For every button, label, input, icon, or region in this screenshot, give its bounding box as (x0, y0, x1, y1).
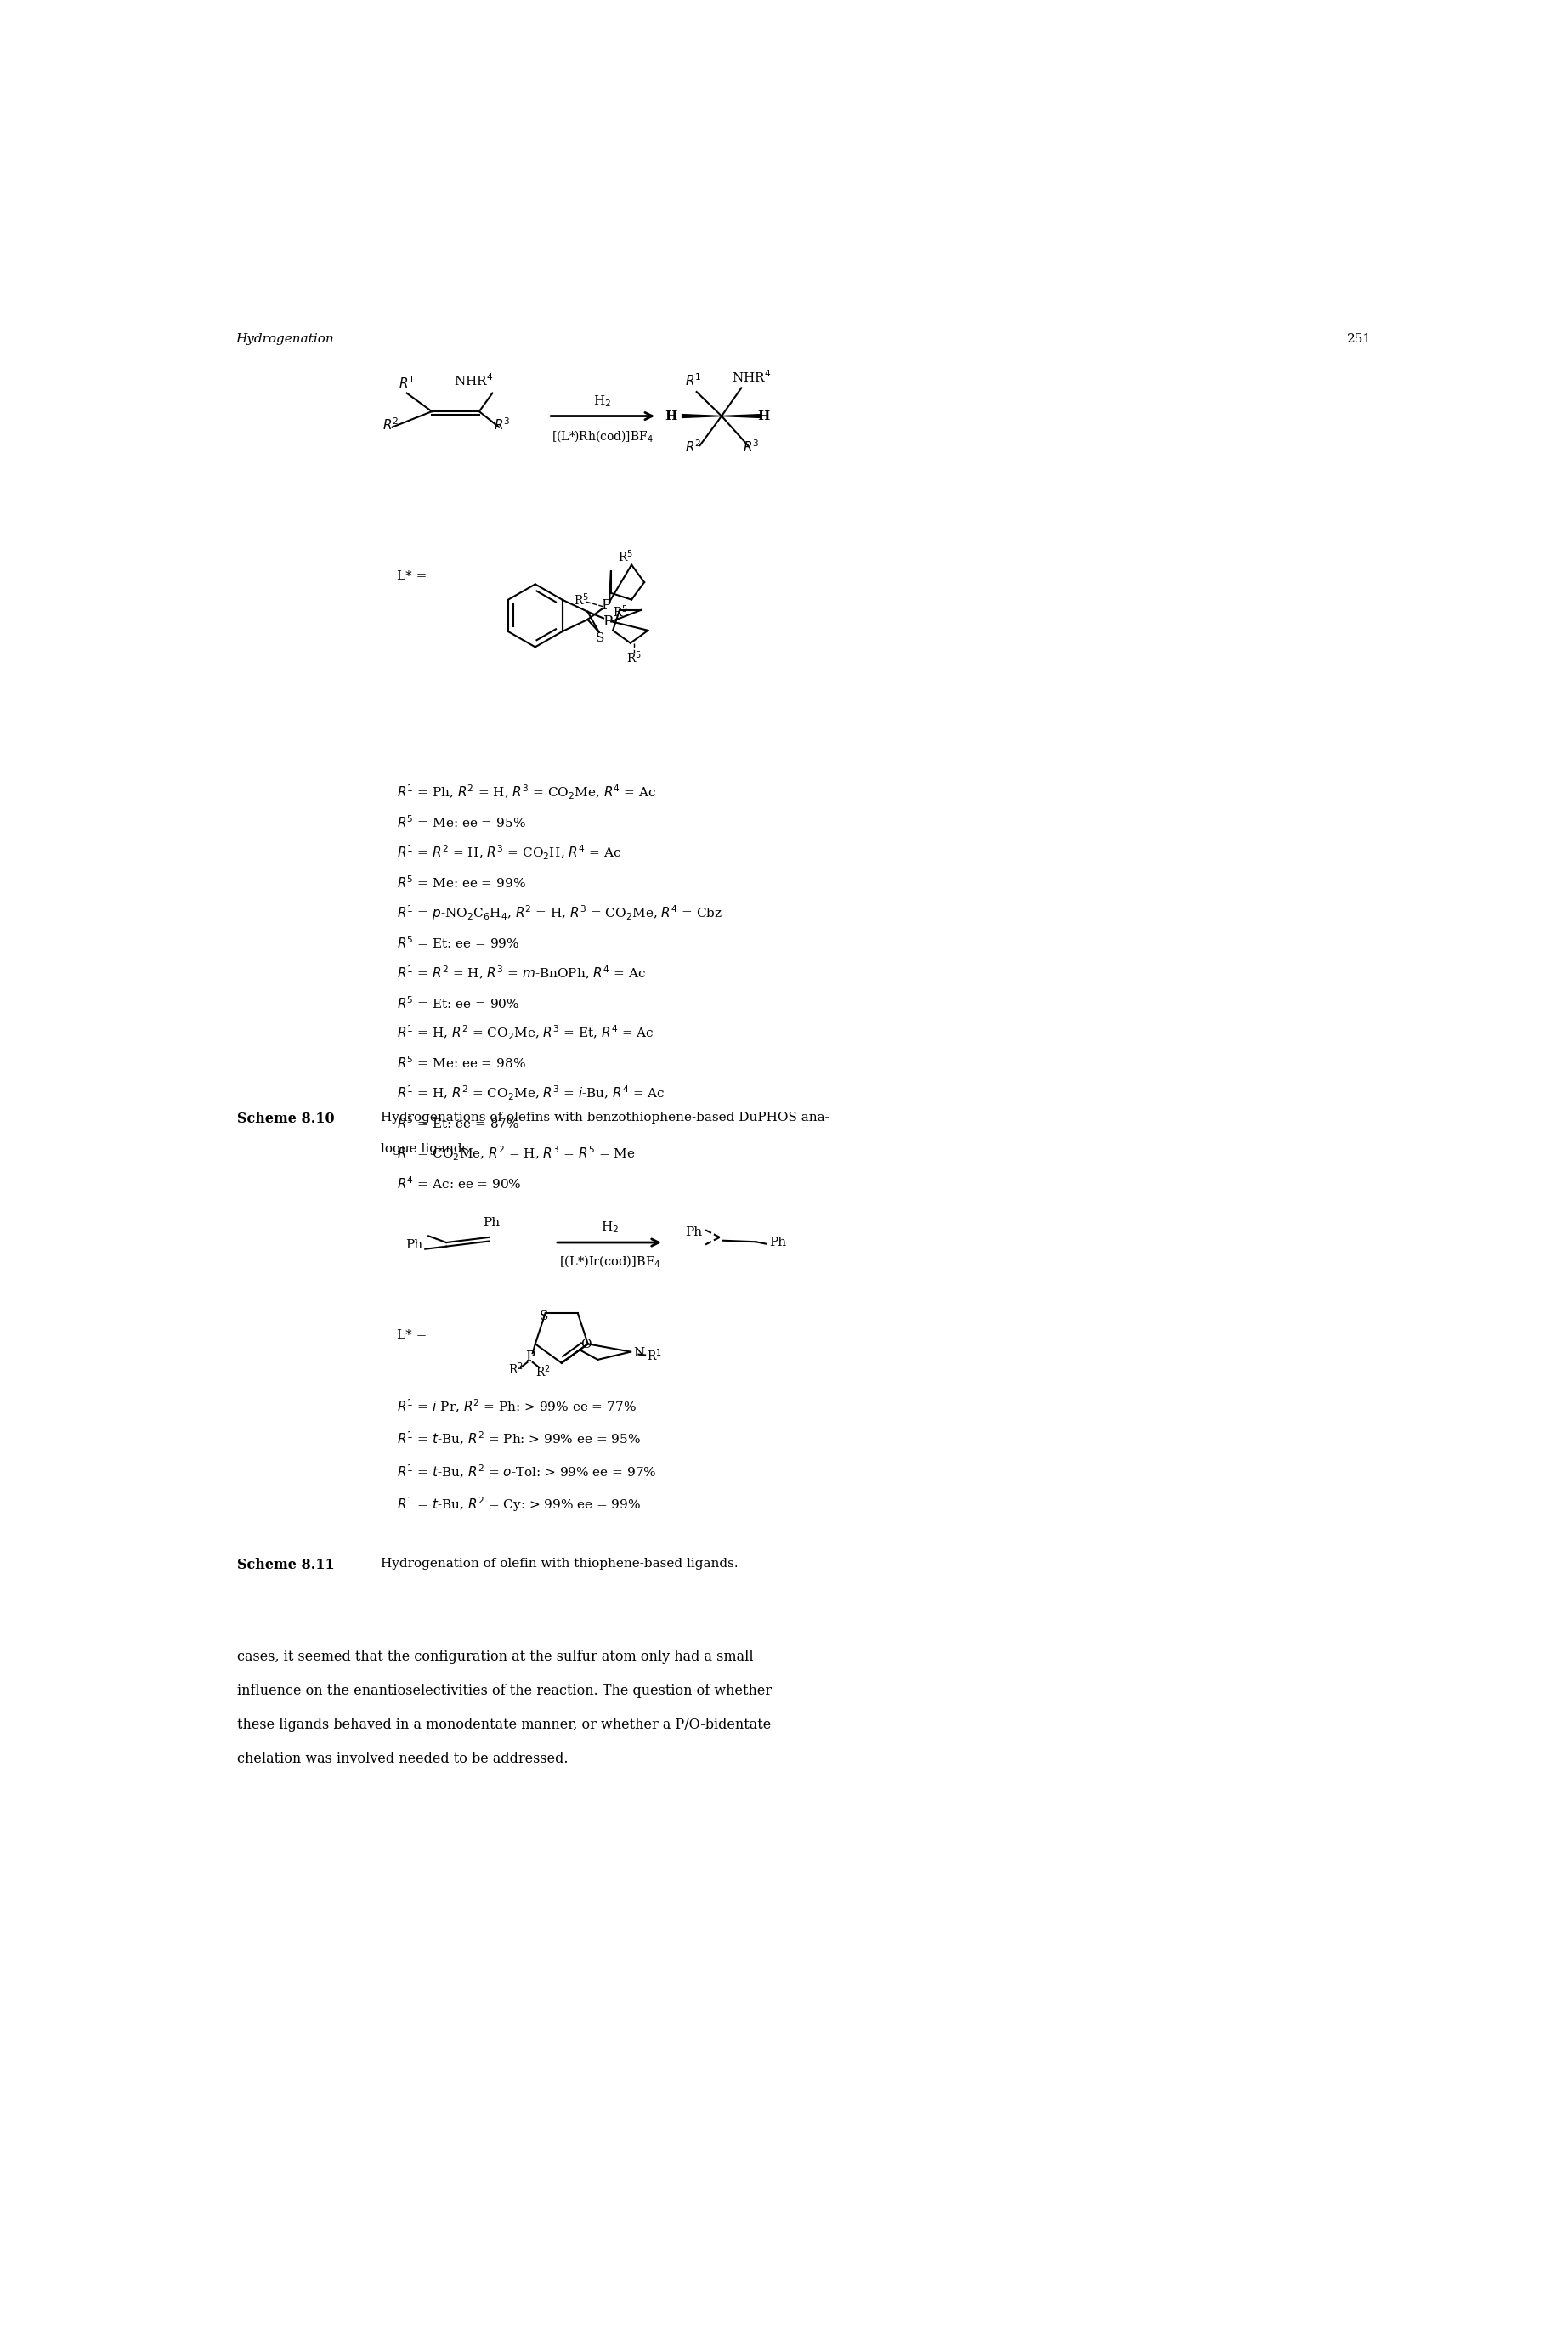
Text: Ph: Ph (685, 1226, 702, 1238)
Text: O: O (580, 1339, 591, 1351)
Text: $R^1$ = H, $R^2$ = CO$_2$Me, $R^3$ = Et, $R^4$ = Ac: $R^1$ = H, $R^2$ = CO$_2$Me, $R^3$ = Et,… (397, 1024, 654, 1043)
Text: Hydrogenation: Hydrogenation (235, 334, 334, 345)
Text: logue ligands.: logue ligands. (381, 1144, 472, 1156)
Text: $R^1$: $R^1$ (398, 376, 416, 392)
Text: $R^1$ = $i$-Pr, $R^2$ = Ph: > 99% ee = 77%: $R^1$ = $i$-Pr, $R^2$ = Ph: > 99% ee = 7… (397, 1398, 637, 1414)
Text: S: S (539, 1311, 549, 1322)
Text: P: P (601, 599, 612, 613)
Text: $R^3$: $R^3$ (494, 416, 511, 432)
Text: R$^1$: R$^1$ (648, 1348, 662, 1362)
Text: Ph: Ph (406, 1240, 422, 1252)
Text: S: S (596, 632, 605, 644)
Text: Hydrogenations of olefins with benzothiophene-based DuPHOS ana-: Hydrogenations of olefins with benzothio… (381, 1111, 829, 1123)
Text: H: H (665, 411, 677, 423)
Text: $R^1$ = $t$-Bu, $R^2$ = Ph: > 99% ee = 95%: $R^1$ = $t$-Bu, $R^2$ = Ph: > 99% ee = 9… (397, 1431, 641, 1447)
Text: NHR$^4$: NHR$^4$ (455, 371, 494, 388)
Text: cases, it seemed that the configuration at the sulfur atom only had a small: cases, it seemed that the configuration … (237, 1649, 753, 1663)
Text: R$^2$: R$^2$ (536, 1362, 550, 1379)
Text: R$^5$: R$^5$ (574, 592, 588, 608)
Text: $R^2$: $R^2$ (383, 416, 398, 432)
Text: R$^2$: R$^2$ (508, 1360, 524, 1377)
Text: R$^5$: R$^5$ (613, 604, 627, 620)
Text: $R^1$ = H, $R^2$ = CO$_2$Me, $R^3$ = $i$-Bu, $R^4$ = Ac: $R^1$ = H, $R^2$ = CO$_2$Me, $R^3$ = $i$… (397, 1085, 665, 1102)
Text: these ligands behaved in a monodentate manner, or whether a P/O-bidentate: these ligands behaved in a monodentate m… (237, 1717, 771, 1731)
Polygon shape (682, 413, 721, 418)
Text: $R^5$ = Et: ee = 90%: $R^5$ = Et: ee = 90% (397, 996, 519, 1010)
Text: H$_2$: H$_2$ (601, 1219, 619, 1236)
Text: $R^4$ = Ac: ee = 90%: $R^4$ = Ac: ee = 90% (397, 1177, 522, 1191)
Text: H: H (757, 411, 770, 423)
Text: L* =: L* = (397, 1330, 426, 1341)
Text: $R^3$: $R^3$ (743, 439, 759, 456)
Text: $R^1$ = $t$-Bu, $R^2$ = $o$-Tol: > 99% ee = 97%: $R^1$ = $t$-Bu, $R^2$ = $o$-Tol: > 99% e… (397, 1463, 657, 1480)
Text: $R^1$ = $R^2$ = H, $R^3$ = $m$-BnOPh, $R^4$ = Ac: $R^1$ = $R^2$ = H, $R^3$ = $m$-BnOPh, $R… (397, 965, 646, 982)
Text: Scheme 8.10: Scheme 8.10 (237, 1111, 334, 1125)
Polygon shape (721, 413, 760, 418)
Text: P: P (525, 1351, 535, 1365)
Text: $R^1$ = $t$-Bu, $R^2$ = Cy: > 99% ee = 99%: $R^1$ = $t$-Bu, $R^2$ = Cy: > 99% ee = 9… (397, 1494, 641, 1513)
Text: R$^5$: R$^5$ (626, 651, 641, 665)
Text: influence on the enantioselectivities of the reaction. The question of whether: influence on the enantioselectivities of… (237, 1684, 771, 1698)
Text: $R^5$ = Me: ee = 95%: $R^5$ = Me: ee = 95% (397, 815, 525, 829)
Text: $R^5$ = Me: ee = 99%: $R^5$ = Me: ee = 99% (397, 874, 525, 890)
Text: $R^1$ = $p$-NO$_2$C$_6$H$_4$, $R^2$ = H, $R^3$ = CO$_2$Me, $R^4$ = Cbz: $R^1$ = $p$-NO$_2$C$_6$H$_4$, $R^2$ = H,… (397, 904, 723, 921)
Text: $R^5$ = Et: ee = 87%: $R^5$ = Et: ee = 87% (397, 1116, 519, 1132)
Text: H$_2$: H$_2$ (593, 395, 612, 409)
Text: $R^1$: $R^1$ (685, 371, 702, 388)
Text: N: N (633, 1346, 644, 1360)
Text: Scheme 8.11: Scheme 8.11 (237, 1557, 334, 1571)
Text: P: P (602, 615, 612, 630)
Text: chelation was involved needed to be addressed.: chelation was involved needed to be addr… (237, 1752, 568, 1766)
Text: Hydrogenation of olefin with thiophene-based ligands.: Hydrogenation of olefin with thiophene-b… (381, 1557, 739, 1569)
Text: $R^1$ = CO$_2$Me, $R^2$ = H, $R^3$ = $R^5$ = Me: $R^1$ = CO$_2$Me, $R^2$ = H, $R^3$ = $R^… (397, 1144, 635, 1163)
Text: R$^5$: R$^5$ (618, 547, 633, 564)
Text: $R^2$: $R^2$ (685, 439, 701, 456)
Text: 251: 251 (1347, 334, 1372, 345)
Text: $R^5$ = Me: ee = 98%: $R^5$ = Me: ee = 98% (397, 1055, 525, 1071)
Text: Ph: Ph (483, 1217, 500, 1229)
Text: L* =: L* = (397, 571, 426, 583)
Text: [(L*)Rh(cod)]BF$_4$: [(L*)Rh(cod)]BF$_4$ (552, 428, 654, 444)
Text: Ph: Ph (768, 1236, 786, 1247)
Text: NHR$^4$: NHR$^4$ (732, 369, 771, 385)
Text: [(L*)Ir(cod)]BF$_4$: [(L*)Ir(cod)]BF$_4$ (558, 1254, 660, 1271)
Text: $R^1$ = Ph, $R^2$ = H, $R^3$ = CO$_2$Me, $R^4$ = Ac: $R^1$ = Ph, $R^2$ = H, $R^3$ = CO$_2$Me,… (397, 782, 657, 801)
Text: $R^1$ = $R^2$ = H, $R^3$ = CO$_2$H, $R^4$ = Ac: $R^1$ = $R^2$ = H, $R^3$ = CO$_2$H, $R^4… (397, 843, 621, 862)
Text: $R^5$ = Et: ee = 99%: $R^5$ = Et: ee = 99% (397, 935, 519, 951)
